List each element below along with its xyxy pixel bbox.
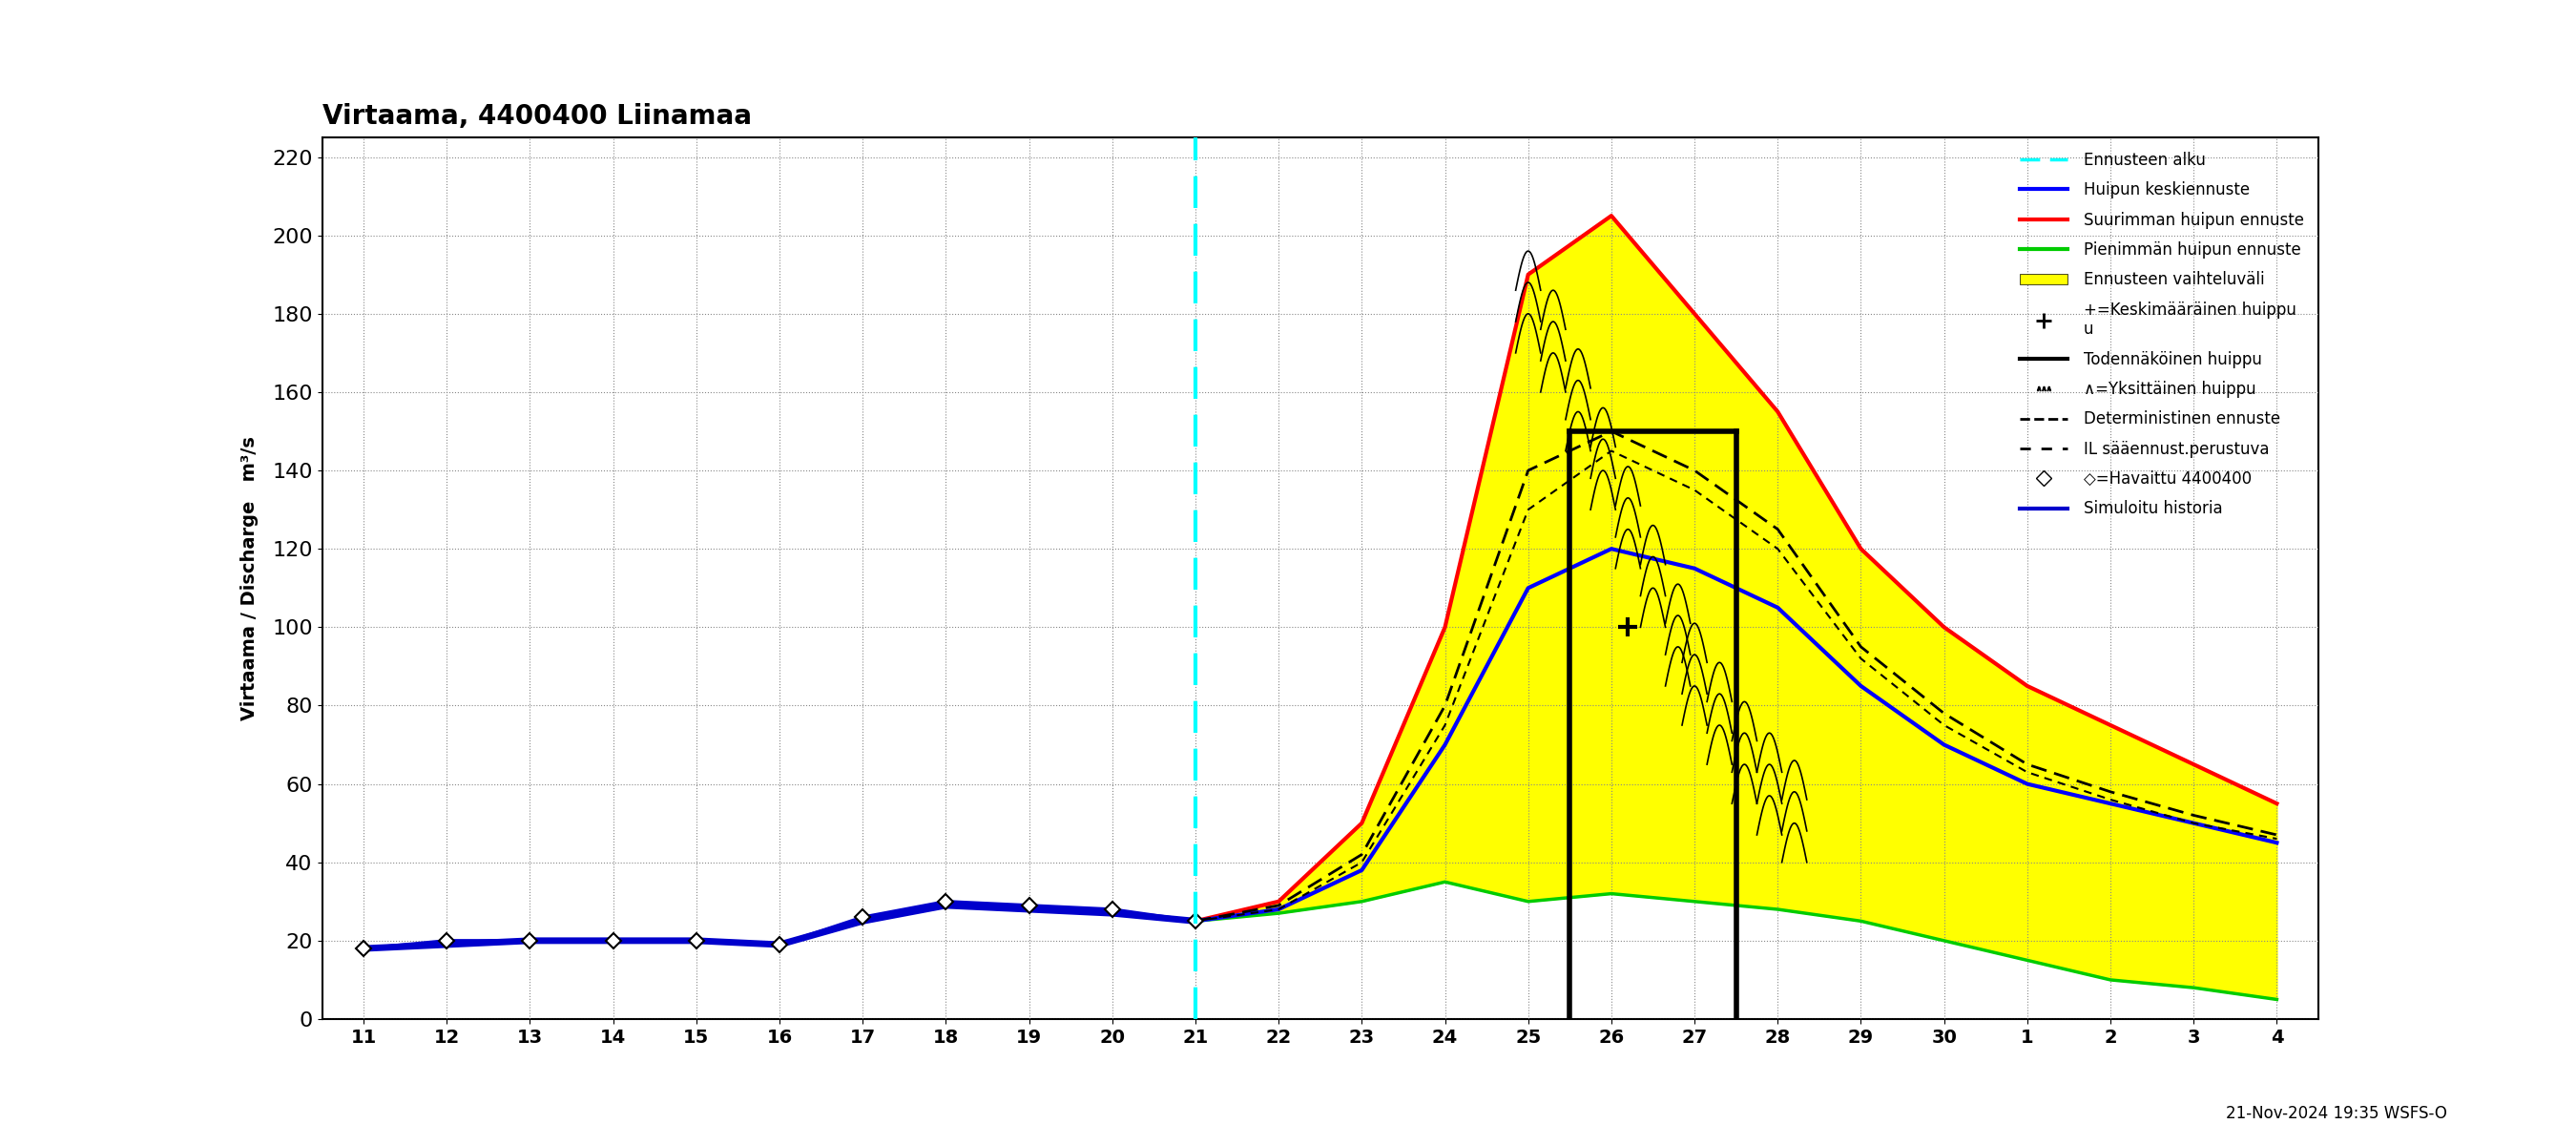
Legend: Ennusteen alku, Huipun keskiennuste, Suurimman huipun ennuste, Pienimmän huipun : Ennusteen alku, Huipun keskiennuste, Suu…	[2014, 145, 2311, 524]
Text: Virtaama, 4400400 Liinamaa: Virtaama, 4400400 Liinamaa	[322, 103, 752, 129]
Y-axis label: Virtaama / Discharge   m³/s: Virtaama / Discharge m³/s	[240, 436, 258, 720]
Text: 21-Nov-2024 19:35 WSFS-O: 21-Nov-2024 19:35 WSFS-O	[2226, 1105, 2447, 1122]
